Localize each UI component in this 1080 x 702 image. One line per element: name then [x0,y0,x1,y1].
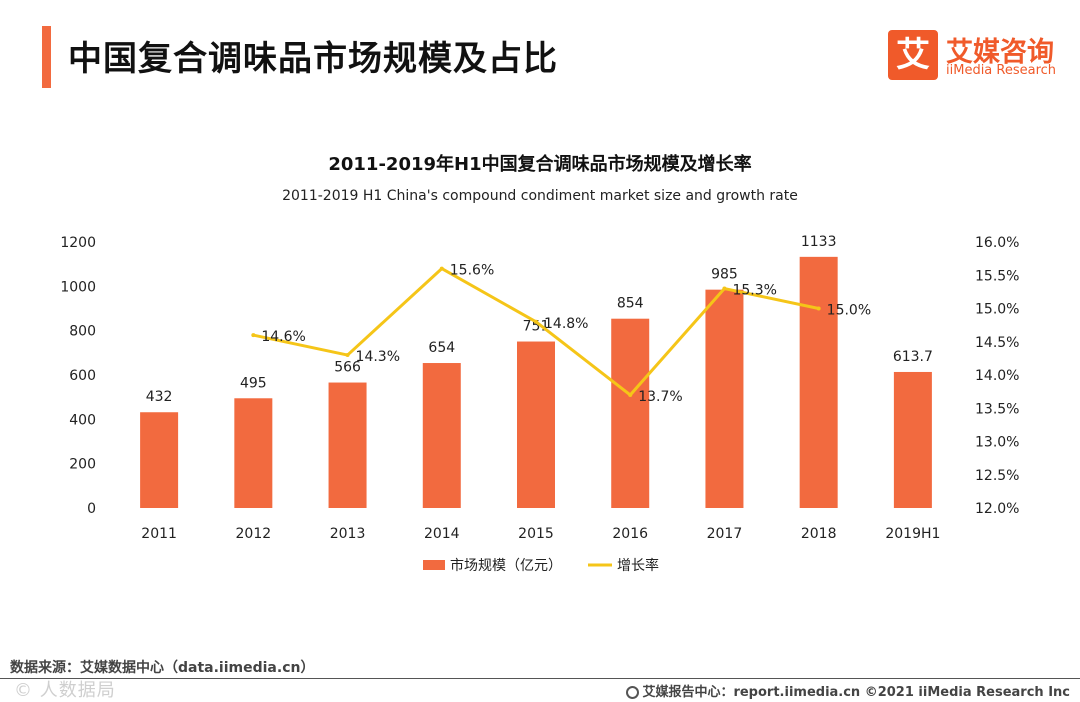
legend-bar-label: 市场规模（亿元） [450,557,562,574]
right-axis-tick-label: 14.0% [975,368,1019,384]
bar-2011 [140,412,179,508]
growth-rate-label: 15.3% [732,283,776,299]
growth-rate-label: 14.8% [544,316,588,332]
bar-value-label: 654 [428,340,455,356]
bar-2017 [705,289,744,508]
footer-report-text: 艾媒报告中心：report.iimedia.cn ©2021 iiMedia R… [642,685,1070,700]
left-axis-tick-label: 200 [69,457,96,473]
logo-mark-icon: 艾 [888,30,938,80]
growth-rate-point [816,306,821,311]
bar-value-label: 613.7 [893,349,933,365]
right-axis-tick-label: 16.0% [975,235,1019,251]
growth-rate-label: 14.6% [261,329,305,345]
right-axis-tick-label: 12.0% [975,501,1019,517]
x-axis-tick-label: 2017 [707,526,743,542]
bar-value-label: 985 [711,267,738,283]
x-axis-tick-label: 2018 [801,526,837,542]
bar-value-label: 854 [617,296,644,312]
x-axis-tick-label: 2014 [424,526,460,542]
iimedia-logo: 艾 艾媒咨询 iiMedia Research [888,30,1068,82]
bar-2012 [234,398,273,508]
growth-rate-point [345,353,350,358]
right-axis-tick-label: 15.5% [975,268,1019,284]
x-axis-tick-label: 2011 [141,526,177,542]
x-axis-tick-label: 2016 [612,526,648,542]
left-axis-tick-label: 1200 [60,235,96,251]
right-axis-tick-label: 15.0% [975,302,1019,318]
bar-2013 [328,382,367,508]
growth-rate-label: 14.3% [356,349,400,365]
data-source: 数据来源：艾媒数据中心（data.iimedia.cn） [10,660,315,676]
page-title: 中国复合调味品市场规模及占比 [68,39,558,79]
legend-line-label: 增长率 [617,557,659,574]
x-axis-tick-label: 2012 [236,526,272,542]
growth-rate-label: 15.0% [827,303,871,319]
growth-rate-point [251,333,256,338]
bar-2015 [517,341,555,508]
right-axis-tick-label: 12.5% [975,468,1019,484]
bar-2019H1 [893,371,932,508]
globe-icon [626,686,640,699]
market-size-chart: 2011-2019年H1中国复合调味品市场规模及增长率 2011-2019 H1… [60,153,1019,574]
bar-value-label: 1133 [801,234,837,250]
growth-rate-label: 15.6% [450,263,494,279]
growth-rate-point [439,266,444,271]
title-accent-bar [42,26,51,88]
growth-rate-point [628,392,633,397]
left-axis-tick-label: 0 [87,501,96,517]
bar-value-label: 751 [523,319,550,335]
footer-report-info: 艾媒报告中心：report.iimedia.cn ©2021 iiMedia R… [626,681,1070,700]
left-axis-tick-label: 1000 [60,279,96,295]
right-axis-tick-label: 13.5% [975,401,1019,417]
growth-rate-label: 13.7% [638,389,682,405]
growth-rate-point [722,286,727,291]
x-axis-tick-label: 2015 [518,526,554,542]
footer-divider [0,678,1080,679]
bar-value-label: 432 [146,389,173,405]
left-axis-tick-label: 600 [69,368,96,384]
chart-subtitle: 2011-2019 H1 China's compound condiment … [282,188,798,204]
chart-title: 2011-2019年H1中国复合调味品市场规模及增长率 [328,153,751,175]
bar-2018 [799,256,838,508]
logo-english-name: iiMedia Research [946,63,1057,78]
left-axis-tick-label: 800 [69,324,96,340]
bar-value-label: 566 [334,360,361,376]
growth-rate-point [534,319,538,324]
bar-2014 [422,363,461,508]
watermark: © 人数据局 [14,680,116,701]
x-axis-tick-label: 2013 [330,526,366,542]
logo-chinese-name: 艾媒咨询 [946,37,1054,68]
legend-bar-swatch [423,560,445,570]
bar-2016 [611,318,650,508]
right-axis-tick-label: 13.0% [975,435,1019,451]
bar-value-label: 495 [240,375,267,391]
x-axis-tick-label: 2019H1 [885,526,940,542]
right-axis-tick-label: 14.5% [975,335,1019,351]
left-axis-tick-label: 400 [69,412,96,428]
